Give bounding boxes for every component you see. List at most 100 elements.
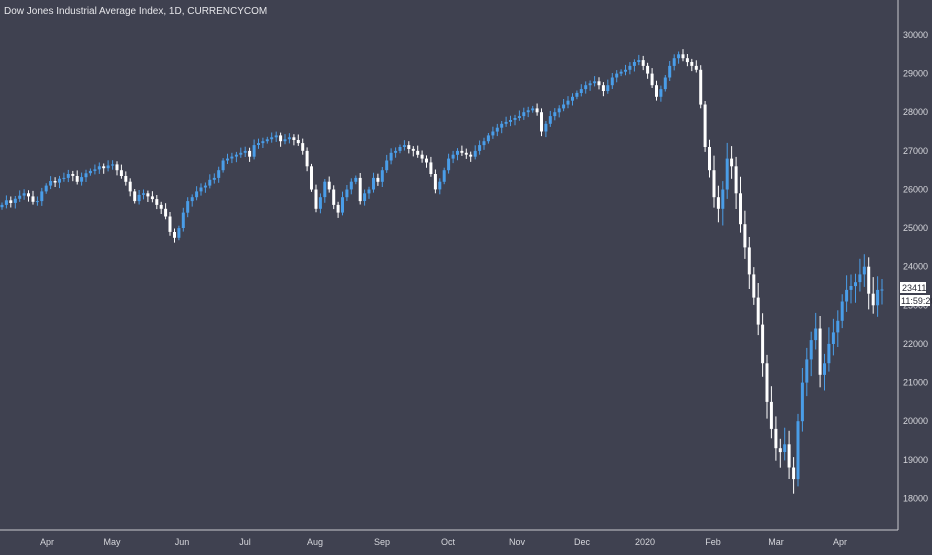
time-axis[interactable]: Apr May Jun Jul Aug Sep Oct Nov Dec 2020 Feb Mar Apr xyxy=(0,529,898,547)
candle-up xyxy=(836,320,840,333)
candle-down xyxy=(27,193,30,197)
time-tick-label: Apr xyxy=(833,537,847,547)
candle-up xyxy=(862,266,866,275)
countdown-tag-bg xyxy=(900,295,930,306)
candle-down xyxy=(128,181,132,192)
time-tick-label: Aug xyxy=(307,537,323,547)
time-tick-label: Nov xyxy=(509,537,526,547)
candle-down xyxy=(124,176,128,182)
candle-down xyxy=(867,266,871,294)
candle-up xyxy=(234,154,238,157)
price-tick-label: 27000 xyxy=(903,146,928,156)
candle-up xyxy=(212,177,216,180)
candle-up xyxy=(22,193,26,196)
candle-down xyxy=(75,176,79,182)
candle-up xyxy=(495,127,499,132)
candle-up xyxy=(274,135,278,138)
candle-up xyxy=(571,96,574,101)
candle-up xyxy=(18,195,22,199)
price-tick-label: 24000 xyxy=(903,262,928,272)
candle-down xyxy=(460,150,464,153)
candle-up xyxy=(562,104,566,109)
candle-up xyxy=(579,89,583,93)
candle-up xyxy=(486,135,490,142)
candle-up xyxy=(84,173,88,178)
candle-down xyxy=(425,158,428,163)
candle-down xyxy=(9,200,13,203)
candle-down xyxy=(716,197,720,209)
candle-up xyxy=(389,152,393,161)
candle-down xyxy=(535,108,539,113)
candle-up xyxy=(548,116,552,124)
candle-up xyxy=(840,301,844,321)
candle-up xyxy=(186,201,190,213)
candle-down xyxy=(336,204,340,213)
candle-down xyxy=(752,274,756,298)
candle-down xyxy=(641,60,645,66)
candle-up xyxy=(845,289,849,302)
candle-down xyxy=(787,444,791,468)
candle-down xyxy=(708,147,711,171)
candle-up xyxy=(385,160,389,171)
time-tick-label: Oct xyxy=(441,537,456,547)
candle-up xyxy=(517,116,521,118)
candle-up xyxy=(243,150,247,153)
candle-up xyxy=(239,152,243,155)
candle-up xyxy=(363,193,367,201)
candle-up xyxy=(195,191,199,198)
candle-down xyxy=(327,181,331,190)
candle-down xyxy=(734,166,738,194)
candle-down xyxy=(597,81,601,86)
candle-up xyxy=(606,85,610,91)
candle-up xyxy=(628,65,632,70)
candle-up xyxy=(88,170,92,174)
price-axis-ticks: 1800019000200002100022000230002400025000… xyxy=(903,30,928,503)
price-tick-label: 28000 xyxy=(903,107,928,117)
candle-up xyxy=(111,164,115,166)
candle-up xyxy=(615,73,619,78)
candle-up xyxy=(827,343,831,364)
countdown-tag: 11:59:20 xyxy=(900,295,932,306)
candle-up xyxy=(106,165,110,169)
candle-down xyxy=(115,164,119,171)
candle-up xyxy=(544,123,548,132)
candle-up xyxy=(49,181,53,186)
candle-up xyxy=(491,131,495,136)
candle-up xyxy=(62,177,66,179)
candle-up xyxy=(456,150,459,155)
candle-up xyxy=(398,147,402,151)
candle-up xyxy=(283,139,287,142)
candle-up xyxy=(177,228,181,238)
price-tick-label: 19000 xyxy=(903,455,928,465)
candle-up xyxy=(345,189,349,198)
countdown-tag-text: 11:59:20 xyxy=(901,296,932,306)
candle-down xyxy=(712,170,716,198)
price-tick-label: 22000 xyxy=(903,339,928,349)
candle-up xyxy=(668,65,672,78)
candle-up xyxy=(849,286,853,290)
price-axis[interactable]: 1800019000200002100022000230002400025000… xyxy=(897,0,932,530)
candle-down xyxy=(376,177,380,182)
time-tick-label: Jun xyxy=(175,537,190,547)
candle-down xyxy=(102,166,106,169)
candle-down xyxy=(279,135,283,142)
candle-down xyxy=(314,189,318,209)
candle-up xyxy=(394,150,398,153)
candle-down xyxy=(540,112,543,132)
candle-down xyxy=(792,467,796,480)
candle-up xyxy=(137,194,141,202)
candle-up xyxy=(80,177,84,182)
candle-down xyxy=(292,137,296,140)
candle-up xyxy=(858,274,862,283)
candle-down xyxy=(655,85,658,97)
candle-down xyxy=(31,196,35,202)
candle-up xyxy=(447,158,451,171)
time-tick-label: May xyxy=(103,537,121,547)
candle-up xyxy=(522,112,526,117)
candle-down xyxy=(765,363,769,402)
price-tick-label: 25000 xyxy=(903,223,928,233)
candle-up xyxy=(323,181,327,198)
candle-down xyxy=(703,104,707,147)
